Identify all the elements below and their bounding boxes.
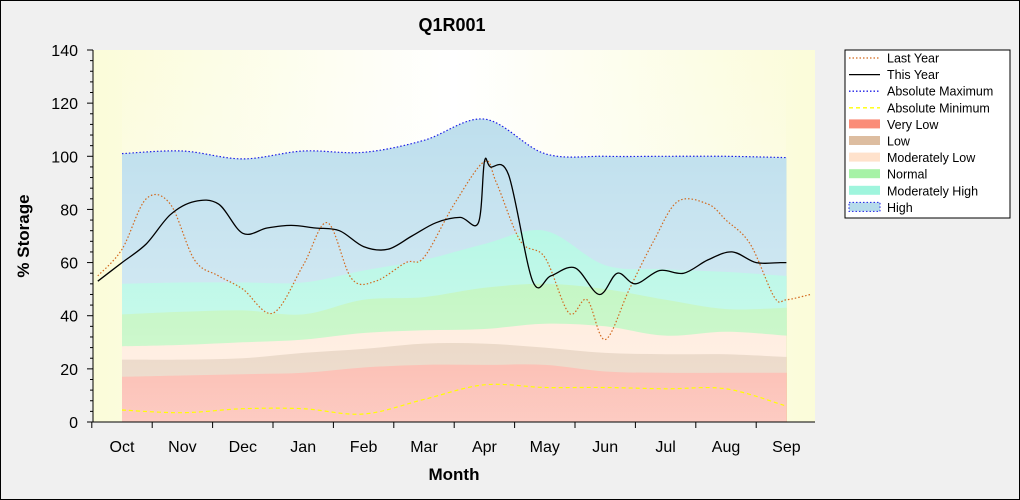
band-fade	[122, 50, 786, 422]
x-tick-label: Jul	[655, 439, 675, 456]
legend-label-moderately-high: Moderately High	[887, 184, 978, 198]
y-tick-label: 20	[60, 362, 78, 379]
legend-label-last-year: Last Year	[887, 52, 939, 66]
legend-label-very-low: Very Low	[887, 118, 939, 132]
y-tick-label: 40	[60, 309, 78, 326]
x-tick-label: Dec	[229, 439, 257, 456]
x-tick-label: Aug	[712, 439, 740, 456]
line-absolute-minimum	[121, 383, 787, 415]
legend-swatch-normal	[849, 169, 880, 179]
y-tick-label: 60	[60, 256, 78, 273]
legend-swatch-high	[848, 201, 881, 212]
legend-label-absolute-minimum: Absolute Minimum	[887, 101, 990, 115]
y-tick-label: 0	[69, 415, 78, 432]
x-tick-label: Mar	[410, 439, 438, 456]
x-tick-label: Jun	[592, 439, 618, 456]
x-ticks: Oct Nov Dec Jan Feb Mar Apr May Jun Jul Aug Sep	[91, 422, 801, 456]
chart-title: Q1R001	[418, 15, 485, 35]
y-axis-title: % Storage	[14, 194, 33, 277]
x-tick-label: Nov	[168, 439, 196, 456]
x-tick-label: Jan	[290, 439, 316, 456]
legend-swatch-low	[849, 136, 880, 145]
x-tick-label: May	[530, 439, 560, 456]
x-tick-label: Apr	[472, 439, 498, 456]
y-tick-label: 120	[51, 96, 78, 113]
legend: Last Year This Year Absolute Maximum Absolu…	[848, 52, 993, 215]
line-last-year	[97, 160, 811, 341]
x-tick-label: Feb	[350, 439, 378, 456]
legend-swatch-moderately-high	[849, 185, 880, 195]
legend-label-high: High	[887, 201, 913, 215]
line-this-year	[97, 157, 787, 296]
y-ticks: 0 20 40 60 80 100 120 140	[51, 43, 93, 432]
legend-label-moderately-low: Moderately Low	[887, 151, 976, 165]
x-axis-title: Month	[429, 465, 480, 484]
x-tick-label: Oct	[110, 439, 135, 456]
legend-label-normal: Normal	[887, 168, 927, 182]
y-tick-label: 100	[51, 149, 78, 166]
y-tick-label: 80	[60, 202, 78, 219]
legend-label-absolute-maximum: Absolute Maximum	[887, 85, 993, 99]
legend-label-this-year: This Year	[887, 68, 939, 82]
legend-swatch-very-low	[849, 119, 880, 129]
series-lines	[97, 118, 811, 415]
legend-swatch-moderately-low	[849, 152, 880, 162]
x-tick-label: Sep	[772, 439, 801, 456]
y-tick-label: 140	[51, 43, 78, 60]
legend-label-low: Low	[887, 135, 911, 149]
